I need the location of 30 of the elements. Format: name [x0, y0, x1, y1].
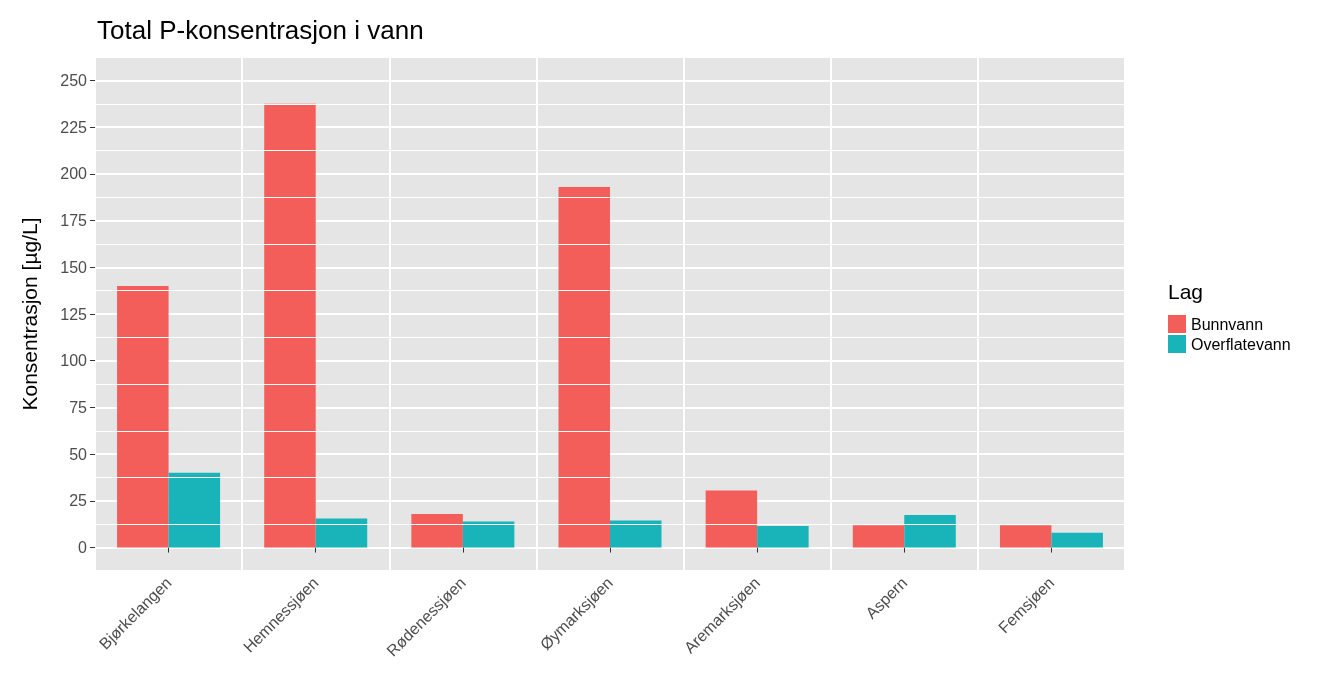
legend-label: Overflatevann — [1191, 335, 1291, 353]
y-tick-label: 0 — [78, 539, 88, 557]
bar — [264, 103, 316, 548]
y-tick-label: 225 — [60, 118, 88, 136]
legend-label: Bunnvann — [1191, 315, 1264, 333]
y-tick-label: 200 — [60, 165, 88, 183]
bar — [315, 518, 368, 548]
y-tick-label: 75 — [69, 398, 88, 416]
y-axis-title: Konsentrasjon [µg/L] — [18, 217, 41, 411]
bar — [705, 490, 758, 548]
bar — [462, 521, 515, 548]
y-tick-label: 125 — [60, 305, 88, 323]
y-tick-label: 175 — [60, 212, 88, 230]
y-tick-label: 50 — [69, 445, 88, 463]
bar — [1051, 532, 1103, 548]
legend-title: Lag — [1168, 280, 1204, 303]
y-tick-label: 100 — [60, 352, 88, 370]
y-tick-label: 25 — [69, 492, 88, 510]
bar — [852, 525, 905, 548]
bar — [999, 525, 1052, 548]
chart-title: Total P-konsentrasjon i vann — [97, 15, 424, 45]
bar — [117, 285, 169, 548]
y-tick-label: 150 — [60, 258, 88, 276]
bar — [411, 513, 463, 548]
bar — [610, 520, 662, 548]
bar — [168, 472, 221, 548]
bar — [904, 514, 956, 548]
y-tick-label: 250 — [60, 71, 88, 89]
bar — [558, 186, 610, 548]
bar — [757, 526, 809, 548]
